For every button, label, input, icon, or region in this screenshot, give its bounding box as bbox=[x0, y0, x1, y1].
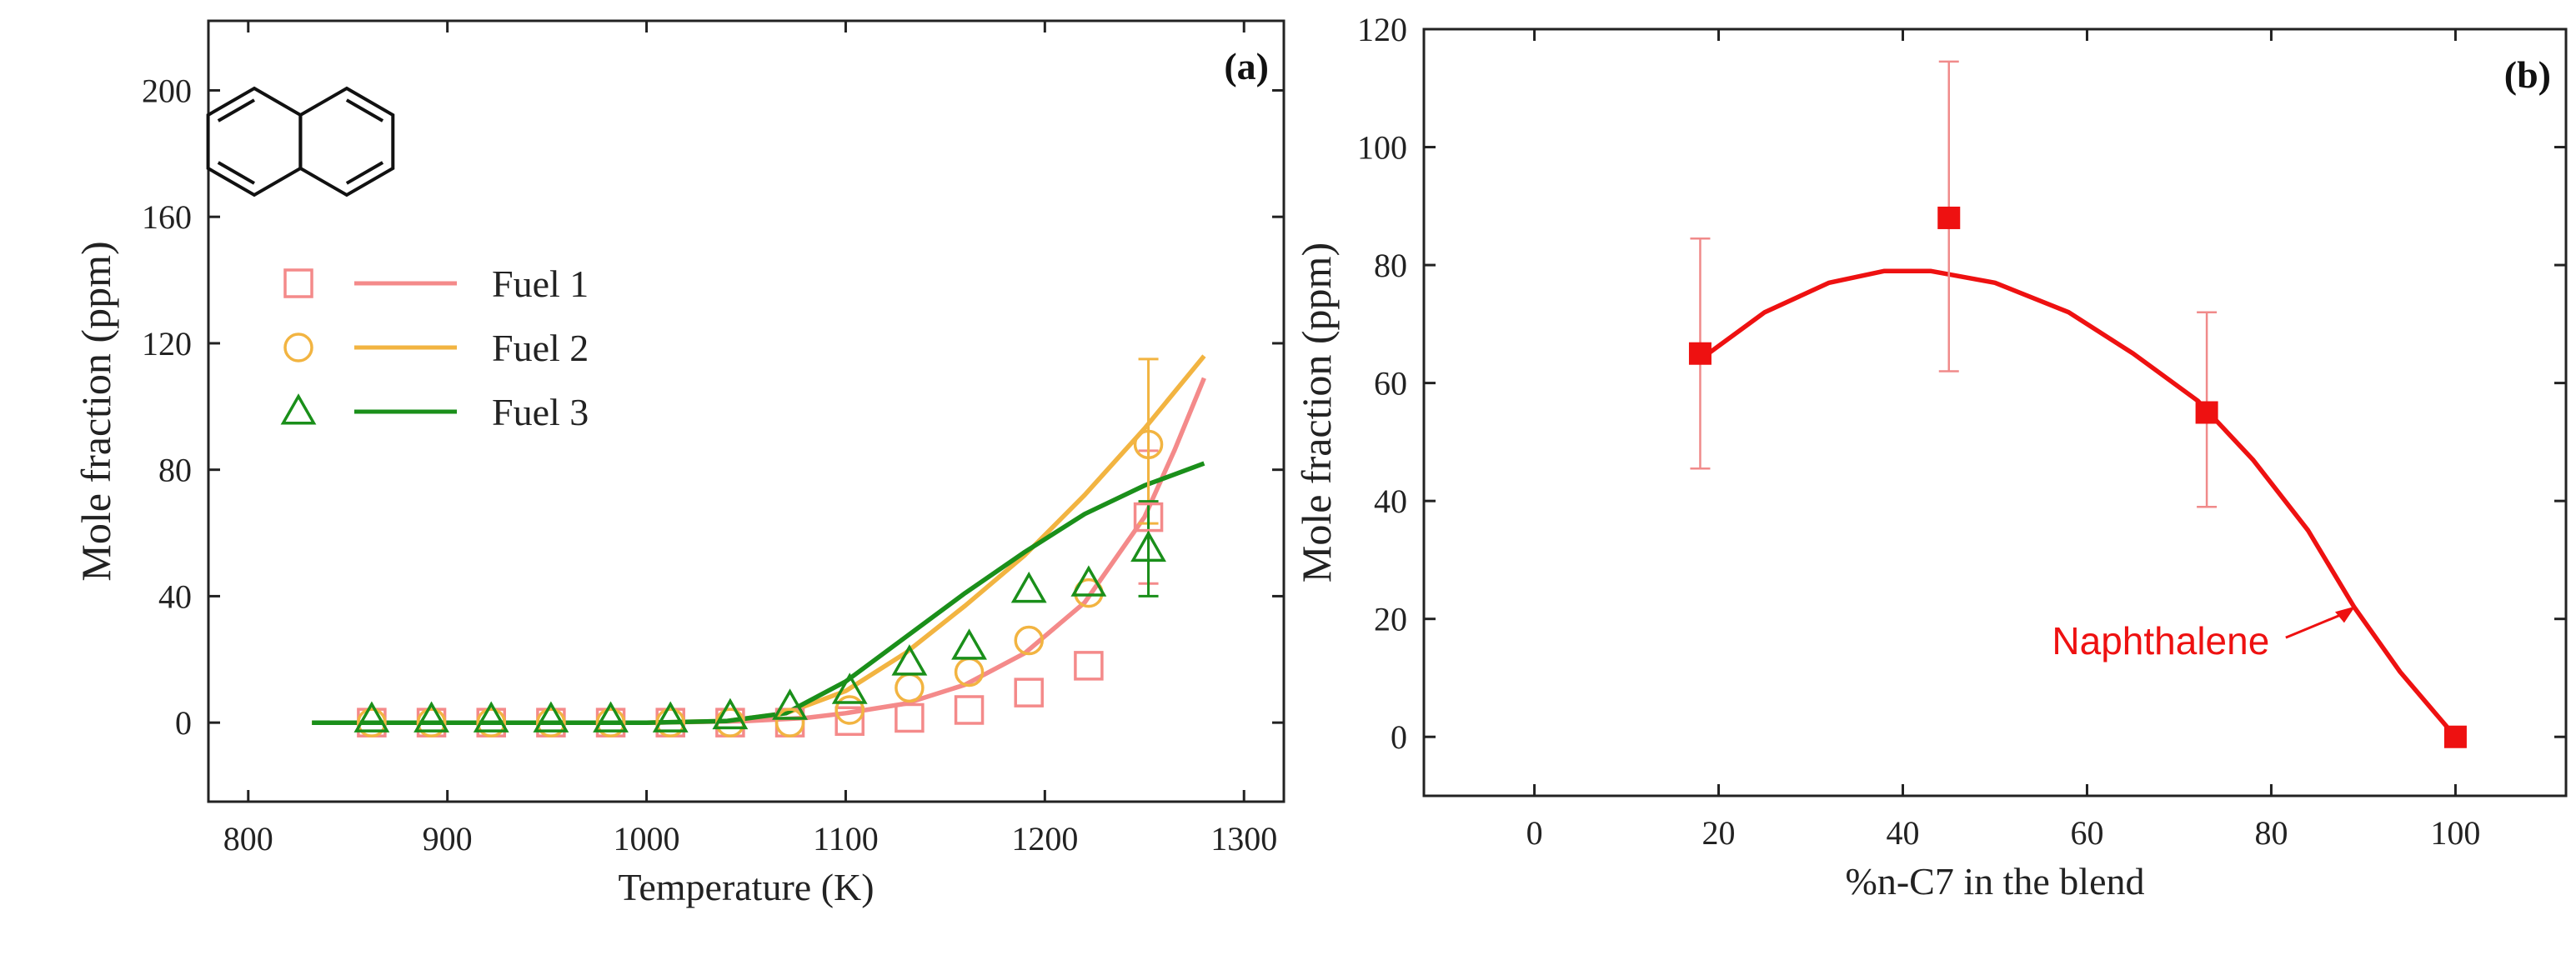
b-data-point bbox=[1688, 342, 1711, 365]
a-data-point-fuel-2 bbox=[834, 695, 865, 725]
a-data-point-fuel-3 bbox=[831, 672, 868, 704]
b-y-tick-label: 40 bbox=[1374, 482, 1407, 520]
b-fit-line bbox=[1698, 268, 2458, 738]
a-plot-frame bbox=[207, 19, 1285, 803]
a-y-tick-label: 120 bbox=[142, 325, 192, 362]
a-data-point-fuel-2 bbox=[416, 708, 447, 738]
b-y-axis-label: Mole fraction (ppm) bbox=[1293, 242, 1340, 582]
b-x-tick-label: 100 bbox=[2430, 814, 2480, 852]
a-y-tick-label: 40 bbox=[158, 578, 192, 615]
a-data-point-fuel-1 bbox=[1133, 502, 1164, 532]
a-data-point-fuel-2 bbox=[536, 708, 566, 738]
a-data-point-fuel-2 bbox=[655, 708, 685, 738]
a-data-point-fuel-2 bbox=[774, 708, 805, 738]
a-model-line-fuel-1 bbox=[312, 377, 1206, 725]
naphthalene-structure-icon bbox=[206, 86, 395, 198]
b-x-tick-label: 60 bbox=[2070, 814, 2103, 852]
a-data-point-fuel-3 bbox=[891, 644, 928, 676]
naphthalene-double-bond bbox=[345, 98, 384, 122]
a-x-tick-label: 1300 bbox=[1210, 820, 1277, 858]
b-annotation-arrowhead bbox=[2335, 606, 2356, 623]
b-x-tick-label: 20 bbox=[1702, 814, 1736, 852]
a-x-tick-label: 1000 bbox=[614, 820, 680, 858]
a-y-tick-label: 0 bbox=[175, 704, 192, 742]
b-x-axis-label: %n-C7 in the blend bbox=[1846, 860, 2145, 902]
a-y-tick-label: 200 bbox=[142, 72, 192, 109]
a-model-line-fuel-3 bbox=[312, 461, 1205, 725]
b-plot-frame bbox=[1422, 28, 2568, 798]
b-y-tick-label: 80 bbox=[1374, 247, 1407, 284]
a-x-tick-label: 800 bbox=[223, 820, 273, 858]
panel-b: 0 20 40 60 80 100 0 20 40 60 80 100 120 %n-C7 in the … bbox=[1293, 11, 2568, 902]
a-x-tick-label: 1200 bbox=[1011, 820, 1078, 858]
a-data-point-fuel-3 bbox=[1130, 530, 1166, 562]
a-data-point-fuel-2 bbox=[357, 708, 387, 738]
naphthalene-ring-right bbox=[298, 86, 395, 198]
b-annotation-label: Naphthalene bbox=[2052, 619, 2269, 662]
a-data-point-fuel-3 bbox=[712, 698, 749, 730]
b-data-point bbox=[2195, 401, 2218, 424]
a-data-point-fuel-1 bbox=[895, 702, 925, 733]
a-data-point-fuel-3 bbox=[652, 701, 689, 732]
a-legend-label: Fuel 1 bbox=[492, 262, 589, 305]
naphthalene-double-bond bbox=[217, 161, 255, 185]
a-y-tick-label: 80 bbox=[158, 452, 192, 489]
a-data-point-fuel-3 bbox=[353, 701, 390, 732]
a-data-point-fuel-3 bbox=[772, 688, 808, 720]
a-data-point-fuel-2 bbox=[895, 672, 925, 703]
b-y-tick-label: 60 bbox=[1374, 365, 1407, 402]
b-panel-label: (b) bbox=[2504, 53, 2551, 96]
a-data-point-fuel-3 bbox=[1010, 571, 1047, 603]
a-data-point-fuel-3 bbox=[1070, 565, 1107, 597]
b-x-tick-label: 0 bbox=[1526, 814, 1543, 852]
a-y-axis-label: Mole fraction (ppm) bbox=[73, 241, 119, 581]
a-x-tick-label: 1100 bbox=[813, 820, 879, 858]
a-data-point-fuel-3 bbox=[593, 701, 629, 732]
a-data-point-fuel-2 bbox=[1133, 429, 1164, 460]
a-data-point-fuel-2 bbox=[476, 708, 506, 738]
b-y-tick-label: 20 bbox=[1374, 601, 1407, 638]
naphthalene-double-bond bbox=[345, 161, 384, 185]
a-data-point-fuel-2 bbox=[595, 708, 626, 738]
b-data-point bbox=[1937, 206, 1961, 229]
naphthalene-ring-left bbox=[206, 86, 303, 198]
a-data-point-fuel-3 bbox=[473, 701, 509, 732]
b-x-tick-label: 80 bbox=[2254, 814, 2288, 852]
b-annotation-arrow-line bbox=[2285, 611, 2348, 639]
a-x-axis-label: Temperature (K) bbox=[618, 866, 874, 908]
a-data-point-fuel-3 bbox=[951, 628, 987, 660]
b-x-tick-label: 40 bbox=[1887, 814, 1920, 852]
a-data-point-fuel-3 bbox=[413, 701, 449, 732]
a-panel-label: (a) bbox=[1224, 45, 1269, 88]
b-data-point bbox=[2443, 725, 2467, 748]
b-y-tick-label: 120 bbox=[1357, 11, 1407, 48]
a-legend-label: Fuel 2 bbox=[492, 327, 589, 369]
b-y-tick-label: 100 bbox=[1357, 129, 1407, 167]
a-legend-marker bbox=[280, 393, 317, 425]
b-y-tick-label: 0 bbox=[1391, 718, 1407, 756]
a-data-point-fuel-1 bbox=[954, 695, 985, 725]
a-data-point-fuel-1 bbox=[834, 706, 865, 737]
a-x-tick-label: 900 bbox=[423, 820, 473, 858]
a-data-point-fuel-1 bbox=[1014, 678, 1044, 708]
a-data-point-fuel-1 bbox=[1074, 651, 1104, 681]
naphthalene-double-bond bbox=[217, 98, 255, 122]
a-legend-label: Fuel 3 bbox=[492, 391, 589, 433]
a-legend: Fuel 1 Fuel 2 Fuel 3 bbox=[280, 262, 589, 433]
a-data-point-fuel-2 bbox=[1014, 625, 1044, 656]
a-data-point-fuel-3 bbox=[533, 701, 569, 732]
a-legend-marker bbox=[283, 332, 313, 362]
a-legend-marker bbox=[283, 268, 313, 298]
a-y-tick-label: 160 bbox=[142, 198, 192, 236]
panel-a: 800 900 1000 1100 1200 1300 0 40 80 120 160 200 Temp… bbox=[73, 19, 1285, 908]
